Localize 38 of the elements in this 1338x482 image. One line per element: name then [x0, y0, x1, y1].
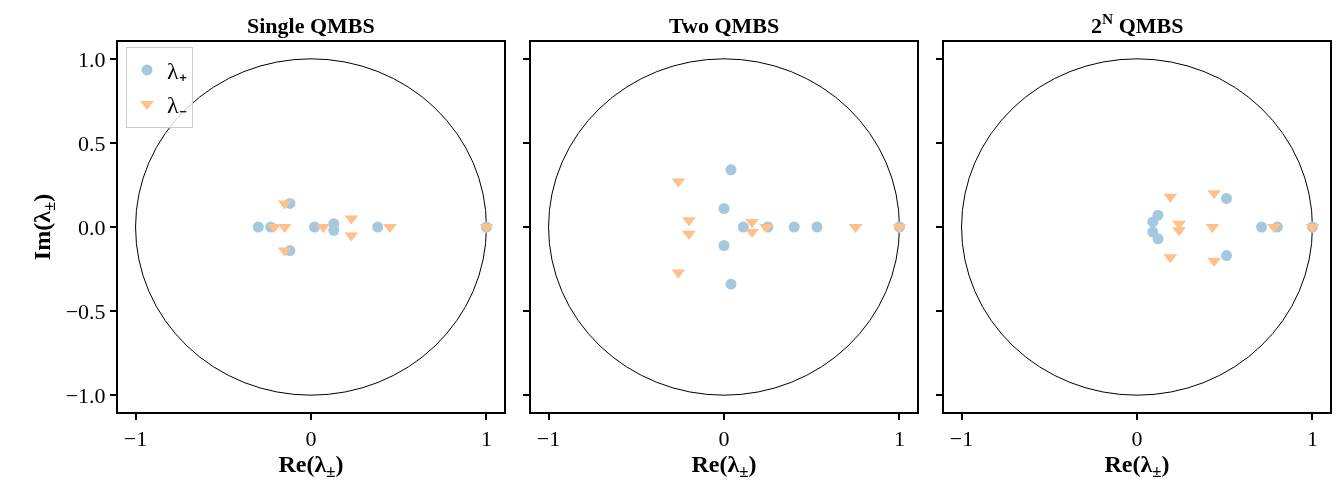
x-tick-label: 1: [1306, 426, 1318, 452]
point: [725, 164, 737, 176]
x-tick-label: 0: [718, 426, 730, 452]
x-tick-label: 1: [480, 426, 492, 452]
y-tick-label: 1.0: [78, 46, 106, 72]
point: [811, 221, 823, 233]
point: [745, 218, 759, 228]
point: [1256, 221, 1268, 233]
chart-title: Single QMBS: [247, 13, 375, 38]
point: [737, 221, 749, 233]
x-axis-title: Re(λ$_{±}$): [691, 451, 757, 482]
x-tick-label: 0: [1131, 426, 1143, 452]
x-tick-label: −1: [949, 426, 974, 452]
y-tick-label: −1.0: [65, 382, 106, 408]
point: [718, 203, 730, 214]
x-tick-label: 0: [305, 426, 317, 452]
point: [745, 229, 759, 239]
x-axis-title: Re(λ$_{±}$): [278, 451, 344, 482]
y-tick-label: 0.5: [78, 130, 106, 156]
point: [725, 278, 737, 290]
point: [718, 240, 730, 251]
point: [788, 221, 800, 233]
point: [1152, 233, 1164, 245]
x-tick-label: 1: [893, 426, 905, 452]
chart-title: 2$^{N}$ QMBS: [1091, 10, 1184, 39]
point: [1220, 192, 1232, 204]
x-axis-title: Re(λ$_{±}$): [1104, 451, 1170, 482]
x-tick-label: −1: [536, 426, 561, 452]
point: [1147, 216, 1159, 228]
y-tick-label: −0.5: [65, 298, 106, 324]
legend-label: λ₊: [167, 58, 187, 85]
point: [372, 221, 384, 233]
point: [1220, 250, 1232, 262]
x-tick-label: −1: [123, 426, 148, 452]
chart-title: Two QMBS: [669, 13, 780, 38]
y-tick-label: 0.0: [78, 214, 106, 240]
point: [252, 221, 264, 233]
legend-label: λ₋: [167, 92, 187, 119]
